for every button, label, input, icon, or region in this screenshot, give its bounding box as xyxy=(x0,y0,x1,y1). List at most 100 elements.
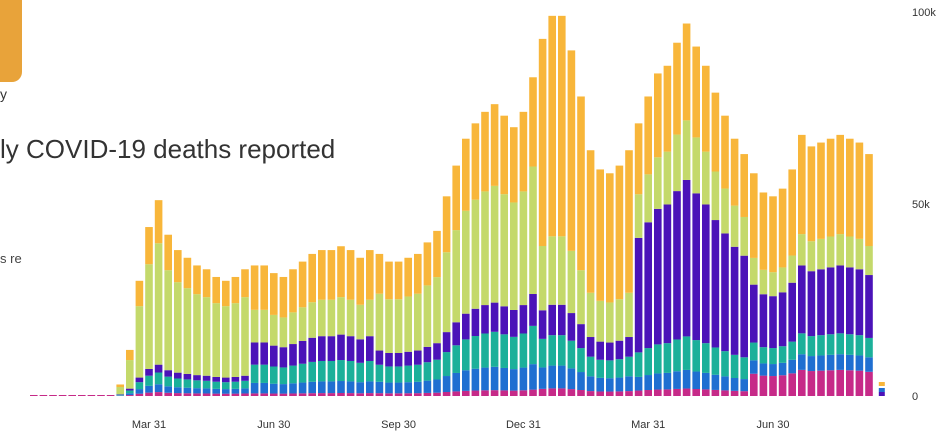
bar-segment xyxy=(462,370,470,391)
bar-segment xyxy=(865,357,873,372)
bar-segment xyxy=(279,317,288,348)
chart-bar xyxy=(414,253,422,396)
bar-segment xyxy=(375,364,384,382)
bar-segment xyxy=(836,369,844,396)
bar-segment xyxy=(490,331,499,367)
bar-segment xyxy=(231,388,240,394)
bar-segment xyxy=(202,380,211,389)
chart-bar xyxy=(222,280,230,396)
bar-segment xyxy=(337,334,345,361)
bar-segment xyxy=(394,299,403,353)
bar-segment xyxy=(375,350,384,365)
bar-segment xyxy=(423,346,432,363)
bar-segment xyxy=(807,336,816,357)
bar-segment xyxy=(586,376,595,392)
bar-segment xyxy=(289,393,297,396)
bar-segment xyxy=(836,265,844,334)
bar-segment xyxy=(519,191,528,306)
bar-segment xyxy=(558,365,566,389)
chart-bar xyxy=(644,96,652,396)
bar-segment xyxy=(846,334,854,355)
bar-segment xyxy=(202,297,211,376)
bar-segment xyxy=(385,352,393,367)
bar-segment xyxy=(241,380,249,389)
bar-segment xyxy=(596,391,604,396)
bar-segment xyxy=(519,111,528,192)
bar-segment xyxy=(807,146,816,242)
bar-segment xyxy=(164,376,172,387)
bar-segment xyxy=(538,246,547,311)
bar-segment xyxy=(68,395,76,396)
bar-segment xyxy=(462,339,470,371)
bar-segment xyxy=(759,363,768,376)
bar-segment xyxy=(49,395,57,396)
bar-segment xyxy=(145,375,153,386)
bar-segment xyxy=(366,250,374,300)
bar-segment xyxy=(740,391,748,396)
bar-segment xyxy=(548,236,556,305)
bar-segment xyxy=(318,299,326,337)
bar-segment xyxy=(250,309,259,343)
bar-segment xyxy=(682,23,691,121)
chart-bar xyxy=(596,169,604,396)
bar-segment xyxy=(87,395,96,396)
bar-segment xyxy=(826,267,835,335)
bar-segment xyxy=(116,394,124,396)
bar-segment xyxy=(279,393,288,396)
x-tick-label: Dec 31 xyxy=(506,419,541,431)
bar-segment xyxy=(759,375,768,396)
bar-segment xyxy=(385,393,393,396)
bar-segment xyxy=(519,333,528,368)
bar-segment xyxy=(174,387,182,394)
bar-segment xyxy=(183,387,192,394)
bar-segment xyxy=(193,393,201,396)
bar-segment xyxy=(654,373,662,390)
bar-segment xyxy=(663,151,672,205)
bar-segment xyxy=(817,238,825,270)
bar-segment xyxy=(154,372,163,385)
bar-segment xyxy=(433,379,441,393)
bar-segment xyxy=(606,378,614,392)
bar-segment xyxy=(644,390,652,396)
bar-segment xyxy=(730,390,739,396)
bar-segment xyxy=(625,376,633,392)
bar-segment xyxy=(423,285,432,347)
bar-segment xyxy=(308,381,316,394)
bar-segment xyxy=(183,288,192,374)
chart-bar xyxy=(260,265,268,396)
bar-segment xyxy=(750,360,758,374)
bar-segment xyxy=(452,345,460,373)
y-tick-label: 50k xyxy=(912,199,930,211)
bar-segment xyxy=(135,306,144,378)
bar-segment xyxy=(798,234,806,266)
bar-segment xyxy=(193,294,201,376)
chart-bar xyxy=(721,115,729,396)
bar-segment xyxy=(586,391,595,396)
bar-segment xyxy=(375,293,384,351)
x-tick-label: Mar 31 xyxy=(132,419,166,431)
bar-segment xyxy=(126,360,134,389)
bar-segment xyxy=(702,343,710,373)
bar-segment xyxy=(346,360,355,382)
bar-segment xyxy=(702,151,710,205)
bar-segment xyxy=(788,341,796,360)
bar-segment xyxy=(788,282,796,342)
bar-segment xyxy=(346,336,355,361)
bar-segment xyxy=(865,154,873,247)
bar-segment xyxy=(510,390,518,396)
bar-segment xyxy=(529,325,537,365)
bar-segment xyxy=(769,196,777,273)
bar-segment xyxy=(356,304,364,340)
chart-bar xyxy=(87,395,96,396)
bar-segment xyxy=(452,230,460,323)
bar-segment xyxy=(615,340,624,360)
bar-segment xyxy=(817,335,825,356)
bar-segment xyxy=(558,304,566,336)
chart-bar xyxy=(433,230,441,396)
bar-segment xyxy=(586,150,595,293)
bar-segment xyxy=(30,395,38,396)
bar-segment xyxy=(807,371,816,396)
bar-segment xyxy=(462,210,470,314)
chart-bar xyxy=(231,276,240,396)
